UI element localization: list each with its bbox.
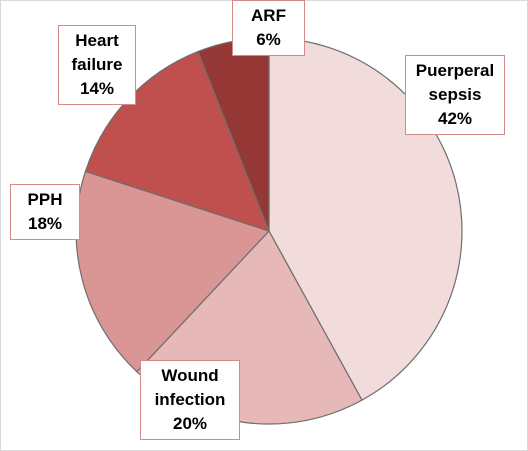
value-label: 42% — [437, 109, 473, 128]
category-label: Wound infection — [154, 366, 226, 409]
value-label: 14% — [79, 79, 115, 98]
pie-slice — [75, 170, 271, 373]
value-label: 18% — [27, 214, 63, 233]
data-label: Wound infection 20% — [140, 360, 240, 440]
data-label: PPH 18% — [10, 184, 80, 240]
data-label: Heart failure 14% — [58, 25, 136, 105]
data-label: ARF 6% — [232, 0, 305, 56]
category-label: Puerperal sepsis — [415, 61, 495, 104]
category-label: PPH — [27, 190, 63, 209]
value-label: 20% — [172, 414, 208, 433]
value-label: 6% — [256, 30, 281, 49]
category-label: Heart failure — [71, 31, 123, 74]
data-label: Puerperal sepsis 42% — [405, 55, 505, 135]
category-label: ARF — [251, 6, 286, 25]
